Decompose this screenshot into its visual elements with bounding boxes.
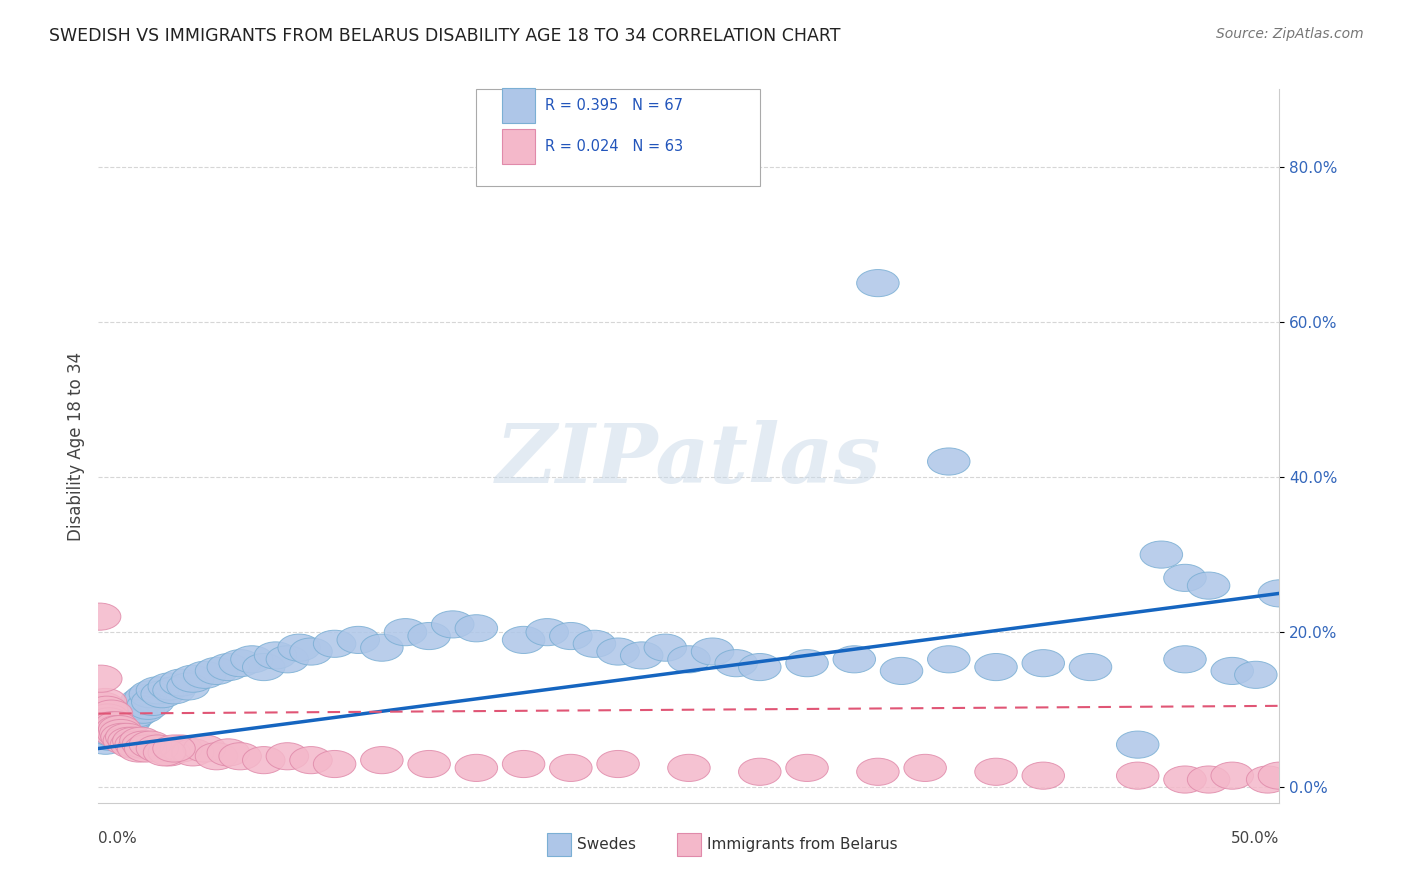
Text: Swedes: Swedes <box>576 838 636 853</box>
Text: R = 0.024   N = 63: R = 0.024 N = 63 <box>546 139 683 154</box>
Text: Immigrants from Belarus: Immigrants from Belarus <box>707 838 897 853</box>
Text: 0.0%: 0.0% <box>98 831 138 847</box>
FancyBboxPatch shape <box>477 89 759 186</box>
Text: SWEDISH VS IMMIGRANTS FROM BELARUS DISABILITY AGE 18 TO 34 CORRELATION CHART: SWEDISH VS IMMIGRANTS FROM BELARUS DISAB… <box>49 27 841 45</box>
FancyBboxPatch shape <box>547 833 571 856</box>
FancyBboxPatch shape <box>502 88 536 122</box>
FancyBboxPatch shape <box>502 129 536 163</box>
Text: ZIPatlas: ZIPatlas <box>496 420 882 500</box>
Y-axis label: Disability Age 18 to 34: Disability Age 18 to 34 <box>66 351 84 541</box>
FancyBboxPatch shape <box>678 833 700 856</box>
Text: R = 0.395   N = 67: R = 0.395 N = 67 <box>546 98 683 113</box>
Text: Source: ZipAtlas.com: Source: ZipAtlas.com <box>1216 27 1364 41</box>
Text: 50.0%: 50.0% <box>1232 831 1279 847</box>
